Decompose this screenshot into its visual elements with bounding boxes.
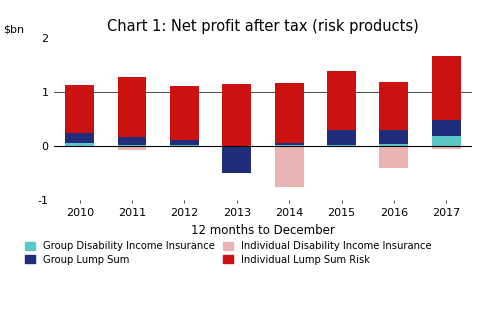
Title: Chart 1: Net profit after tax (risk products): Chart 1: Net profit after tax (risk prod… bbox=[107, 18, 419, 33]
Bar bbox=[65, 132, 94, 143]
Bar bbox=[379, 146, 408, 168]
Bar bbox=[327, 145, 356, 146]
Bar bbox=[327, 130, 356, 145]
Text: $bn: $bn bbox=[3, 24, 24, 34]
Bar bbox=[379, 130, 408, 144]
Bar bbox=[223, 146, 251, 173]
Bar bbox=[170, 145, 199, 146]
X-axis label: 12 months to December: 12 months to December bbox=[191, 223, 335, 237]
Legend: Group Disability Income Insurance, Group Lump Sum, Individual Disability Income : Group Disability Income Insurance, Group… bbox=[25, 241, 431, 264]
Bar bbox=[275, 146, 303, 187]
Bar bbox=[118, 137, 147, 145]
Bar bbox=[432, 146, 461, 149]
Bar bbox=[275, 145, 303, 146]
Bar bbox=[379, 144, 408, 146]
Bar bbox=[432, 56, 461, 120]
Bar bbox=[275, 83, 303, 143]
Bar bbox=[432, 120, 461, 136]
Bar bbox=[223, 84, 251, 146]
Bar bbox=[327, 71, 356, 130]
Bar bbox=[65, 85, 94, 132]
Bar bbox=[275, 143, 303, 145]
Bar bbox=[118, 77, 147, 137]
Bar bbox=[432, 136, 461, 146]
Bar bbox=[118, 146, 147, 150]
Bar bbox=[65, 143, 94, 146]
Bar bbox=[170, 86, 199, 140]
Bar bbox=[379, 82, 408, 130]
Bar bbox=[118, 145, 147, 146]
Bar bbox=[170, 140, 199, 145]
